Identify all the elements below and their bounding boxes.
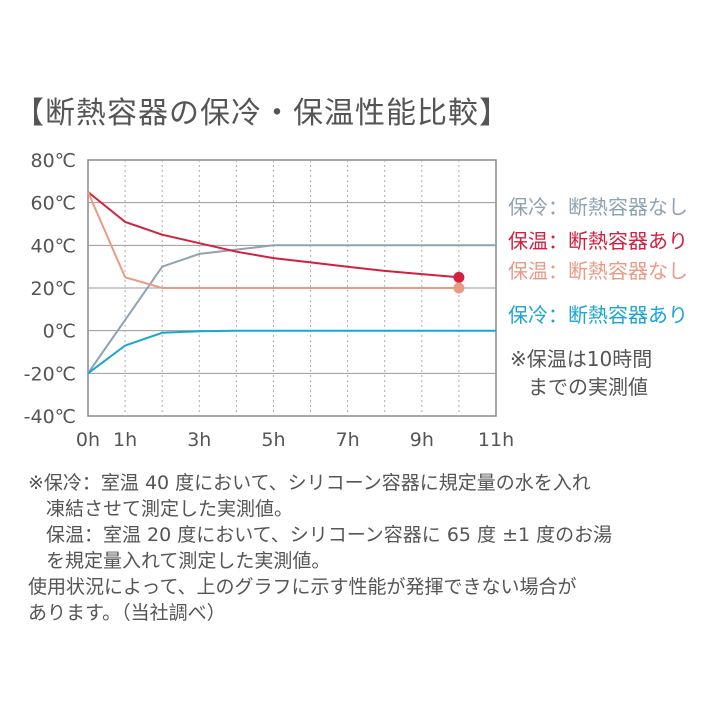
x-tick-label: 5h <box>261 429 285 451</box>
x-tick-label: 9h <box>410 429 434 451</box>
series-line-4 <box>87 329 496 375</box>
series-lines <box>87 191 496 375</box>
y-tick-label: 60℃ <box>30 193 76 215</box>
footnote-line: 使用状況によって、上のグラフに示す性能が発揮できない場合が <box>28 576 577 598</box>
x-tick-label: 1h <box>113 429 137 451</box>
y-axis-ticks: 80℃ 60℃ 40℃ 20℃ 0℃ -20℃ -40℃ <box>24 150 76 428</box>
series-end-marker <box>453 271 465 283</box>
series-end-marker <box>453 282 465 294</box>
y-tick-label: 80℃ <box>30 150 76 172</box>
annotation-line: までの実測値 <box>528 375 648 399</box>
y-tick-label: 20℃ <box>30 278 76 300</box>
x-axis-ticks: 0h 1h 3h 5h 7h 9h 11h <box>76 429 514 451</box>
x-tick-label: 3h <box>187 429 211 451</box>
series-line-3 <box>87 191 459 289</box>
x-tick-label: 11h <box>478 429 514 451</box>
legend-entry: 保温：断熱容器なし <box>508 259 688 283</box>
footnote-line: 保温：室温 20 度において、シリコーン容器に 65 度 ±1 度のお湯 <box>46 524 613 546</box>
legend-entry: 保温：断熱容器あり <box>508 229 688 253</box>
series-line-1 <box>87 244 496 374</box>
legend-entry: 保冷：断熱容器なし <box>508 195 688 219</box>
footnote-line: 凍結させて測定した実測値。 <box>46 498 294 520</box>
y-tick-label: 40℃ <box>30 235 76 257</box>
footnote-line: あります。（当社調べ） <box>28 602 226 624</box>
footnote-line: ※保冷：室温 40 度において、シリコーン容器に規定量の水を入れ <box>28 472 591 494</box>
y-tick-label: -20℃ <box>24 363 76 385</box>
series-line-2 <box>87 191 459 279</box>
x-tick-label: 0h <box>76 429 100 451</box>
chart-title: 【断熱容器の保冷・保温性能比較】 <box>14 96 510 131</box>
footnote-line: を規定量入れて測定した実測値。 <box>46 550 331 572</box>
legend-entry: 保冷：断熱容器あり <box>508 303 688 327</box>
y-tick-label: -40℃ <box>24 406 76 428</box>
y-tick-label: 0℃ <box>43 321 76 343</box>
footnote: ※保冷：室温 40 度において、シリコーン容器に規定量の水を入れ 凍結させて測定… <box>28 470 708 626</box>
annotation-line: ※保温は10時間 <box>510 347 652 371</box>
line-chart: 80℃ 60℃ 40℃ 20℃ 0℃ -20℃ -40℃ 0h 1h 3h 5h 7h 9h 11h 保… <box>24 150 688 451</box>
x-tick-label: 7h <box>336 429 360 451</box>
